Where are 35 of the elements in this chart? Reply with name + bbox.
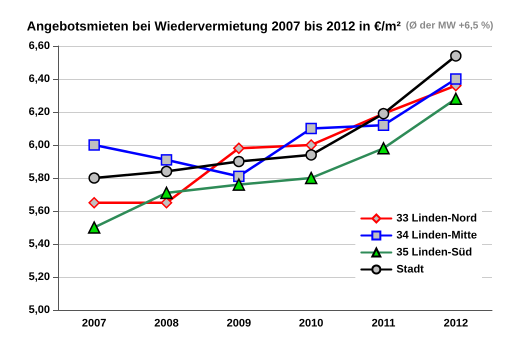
y-tick-label: 5,60: [28, 205, 50, 217]
y-tick-label: 5,80: [28, 172, 50, 184]
point: [305, 149, 317, 161]
point: [160, 154, 172, 166]
x-tick-label: 2012: [444, 318, 468, 330]
point: [233, 142, 245, 154]
chart-subtitle: (Ø der MW +6,5 %): [406, 20, 494, 32]
point: [160, 166, 172, 178]
point: [233, 156, 245, 168]
legend-label: 35 Linden-Süd: [396, 246, 472, 258]
y-tick-label: 6,00: [28, 139, 50, 151]
point: [88, 197, 100, 208]
y-tick-label: 6,20: [28, 106, 50, 118]
point: [450, 50, 462, 62]
y-tick-label: 5,20: [28, 271, 50, 283]
chart-title: Angebotsmieten bei Wiedervermietung 2007 bis 2012 in €/m²: [26, 18, 402, 34]
legend-label: Stadt: [396, 264, 424, 276]
point: [233, 170, 245, 182]
point: [305, 122, 317, 134]
legend-label: 34 Linden-Mitte: [396, 230, 478, 242]
x-tick-label: 2011: [372, 318, 396, 330]
x-tick-label: 2007: [82, 318, 106, 330]
x-tick-label: 2009: [226, 318, 252, 330]
x-tick-label: 2008: [154, 318, 179, 330]
y-tick-label: 6,40: [28, 73, 50, 85]
point: [88, 172, 100, 184]
point: [305, 139, 317, 151]
y-tick-label: 6,60: [28, 40, 50, 52]
point: [88, 139, 100, 151]
point: [378, 119, 390, 131]
y-tick-label: 5,00: [28, 304, 50, 316]
legend-label: 33 Linden-Nord: [396, 212, 478, 224]
y-tick-label: 5,40: [28, 238, 50, 250]
x-tick-label: 2010: [298, 318, 324, 330]
point: [450, 73, 462, 85]
